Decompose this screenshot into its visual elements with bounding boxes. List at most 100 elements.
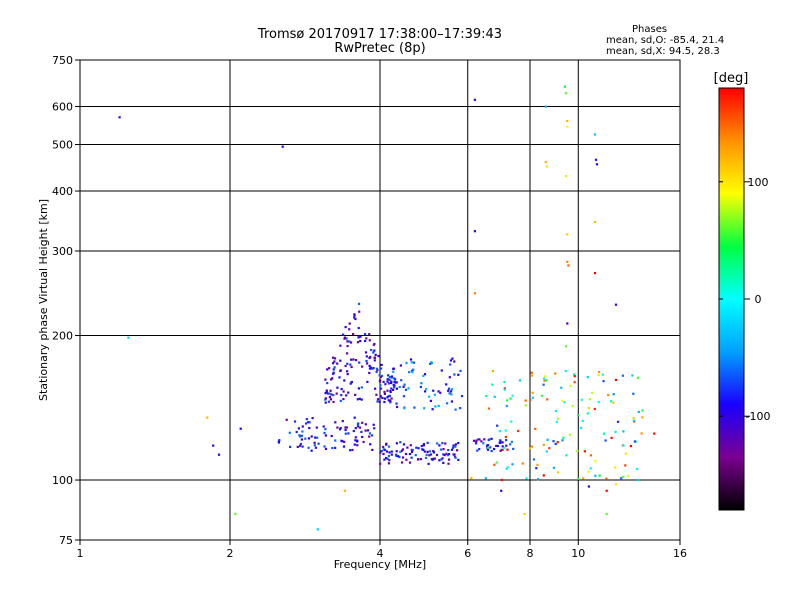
scatter-point [359, 335, 362, 338]
scatter-point [400, 449, 404, 452]
scatter-point [376, 400, 379, 403]
scatter-point [449, 390, 453, 393]
scatter-point [594, 158, 598, 161]
scatter-point [375, 367, 379, 370]
scatter-point [352, 358, 355, 361]
scatter-point [357, 302, 361, 305]
scatter-point [577, 477, 580, 480]
scatter-point [573, 373, 576, 376]
scatter-point [470, 477, 473, 480]
scatter-point [293, 420, 297, 423]
scatter-point [366, 380, 369, 383]
scatter-point [325, 389, 328, 392]
scatter-point [486, 446, 489, 449]
scatter-point [345, 337, 348, 340]
scatter-point [498, 430, 501, 433]
scatter-point [348, 340, 351, 343]
scatter-point [430, 361, 433, 364]
scatter-point [362, 440, 365, 444]
scatter-point [349, 382, 352, 385]
scatter-point [385, 442, 388, 445]
scatter-point [357, 422, 360, 425]
scatter-point [438, 444, 441, 447]
scatter-point [571, 405, 574, 408]
scatter-point [357, 327, 360, 330]
scatter-point [422, 444, 425, 447]
scatter-point [324, 447, 328, 450]
scatter-point [346, 340, 349, 343]
scatter-point [597, 400, 600, 403]
scatter-point [583, 450, 586, 453]
scatter-point [344, 432, 347, 435]
scatter-point [375, 370, 378, 374]
scatter-point [368, 435, 371, 438]
scatter-point [568, 433, 571, 436]
scatter-point [552, 466, 555, 469]
scatter-point [349, 363, 352, 366]
scatter-point [554, 442, 557, 445]
y-tick-label: 600 [52, 101, 73, 114]
scatter-point [353, 416, 356, 419]
colorbar: [deg] [714, 71, 748, 511]
scatter-point [542, 377, 546, 380]
scatter-point [315, 426, 318, 429]
scatter-point [420, 444, 423, 448]
scatter-point [445, 383, 448, 386]
scatter-point [604, 439, 607, 442]
scatter-point [447, 449, 450, 452]
scatter-point [506, 448, 509, 451]
scatter-point [332, 371, 335, 374]
scatter-point [632, 392, 635, 395]
scatter-point [239, 427, 242, 430]
scatter-point [423, 373, 427, 376]
scatter-point [118, 116, 121, 119]
scatter-point [404, 388, 408, 391]
scatter-point [505, 444, 508, 447]
scatter-point [343, 379, 346, 382]
y-tick-label: 750 [52, 54, 73, 67]
scatter-point [475, 439, 478, 442]
scatter-point [545, 379, 548, 382]
scatter-point [395, 387, 398, 390]
y-tick-label: 400 [52, 185, 73, 198]
scatter-point [556, 471, 560, 474]
scatter-point [387, 445, 391, 448]
scatter-point [530, 374, 533, 377]
scatter-point [393, 384, 396, 387]
scatter-point [342, 390, 345, 393]
scatter-point [385, 457, 388, 460]
scatter-point [370, 348, 373, 352]
scatter-point [350, 358, 353, 361]
scatter-point [335, 392, 338, 395]
scatter-point [425, 388, 428, 391]
scatter-point [429, 453, 433, 456]
scatter-point [341, 440, 344, 443]
scatter-point [373, 427, 376, 430]
scatter-point [482, 442, 485, 445]
scatter-point [324, 398, 327, 401]
scatter-point [383, 458, 386, 461]
scatter-point [439, 448, 443, 451]
scatter-point [361, 365, 364, 368]
scatter-point [360, 430, 363, 433]
scatter-point [454, 445, 457, 448]
scatter-point [388, 399, 391, 402]
scatter-point [450, 400, 453, 403]
scatter-point [360, 386, 363, 389]
scatter-point [582, 477, 585, 480]
scatter-point [426, 450, 429, 453]
colorbar-ticks: 100 0 -100 [719, 176, 770, 423]
scatter-point [410, 361, 413, 364]
scatter-point [360, 398, 363, 401]
scatter-point [398, 455, 401, 459]
scatter-point [378, 374, 381, 377]
scatter-point [544, 375, 547, 378]
scatter-point [408, 461, 412, 464]
scatter-point [614, 483, 618, 486]
x-tick-label: 2 [227, 547, 234, 560]
scatter-point [385, 450, 388, 453]
scatter-point [445, 452, 448, 455]
scatter-point [378, 400, 381, 403]
scatter-point [614, 466, 617, 469]
